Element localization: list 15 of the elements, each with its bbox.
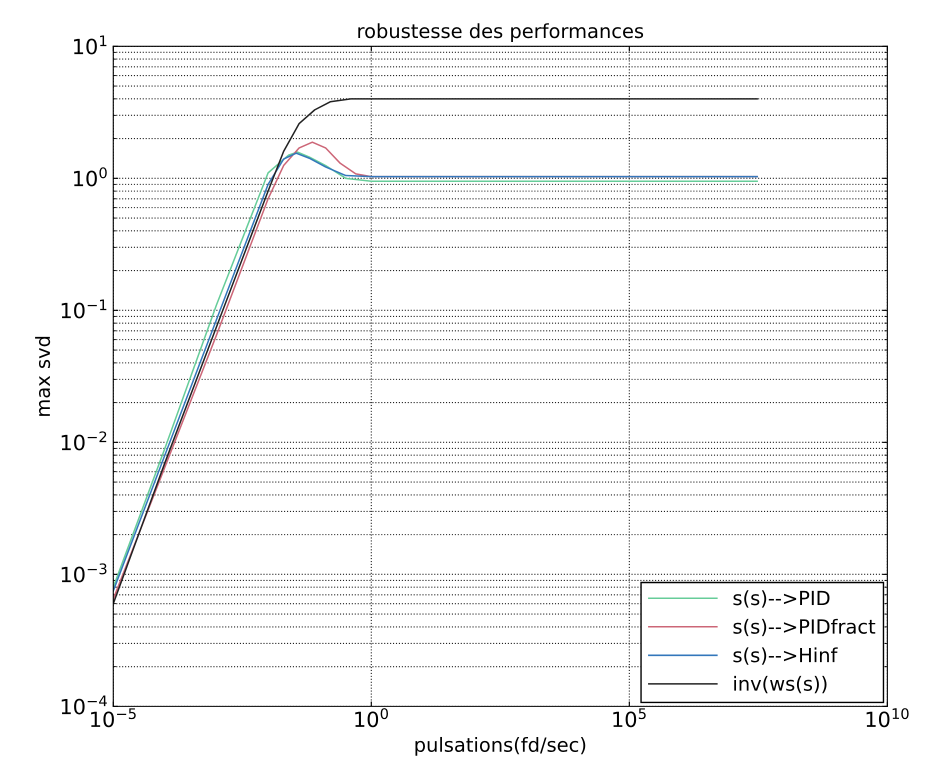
- y-tick-label: 10$^{−2}$: [62, 431, 106, 450]
- legend-label: s(s)-->PIDfract: [733, 618, 876, 636]
- legend-label: inv(ws(s)): [734, 676, 827, 694]
- y-tick-label: 10$^{−3}$: [62, 563, 106, 582]
- legend-label: s(s)-->PID: [733, 590, 830, 608]
- y-tick-label: 10$^{−1}$: [62, 300, 106, 318]
- chart-title: robustesse des performances: [358, 23, 644, 42]
- y-tick-label: 10$^{0}$: [74, 167, 107, 186]
- y-tick-label: 10$^{1}$: [74, 35, 106, 54]
- x-tick-label: 10$^{0}$: [355, 708, 388, 728]
- y-axis-title: max svd: [35, 336, 50, 416]
- x-tick-label: 10$^{10}$: [866, 708, 909, 728]
- x-tick-label: 10$^{5}$: [613, 708, 646, 728]
- x-axis-title: pulsations(fd/sec): [415, 736, 586, 756]
- legend-label: s(s)-->Hinf: [733, 647, 838, 665]
